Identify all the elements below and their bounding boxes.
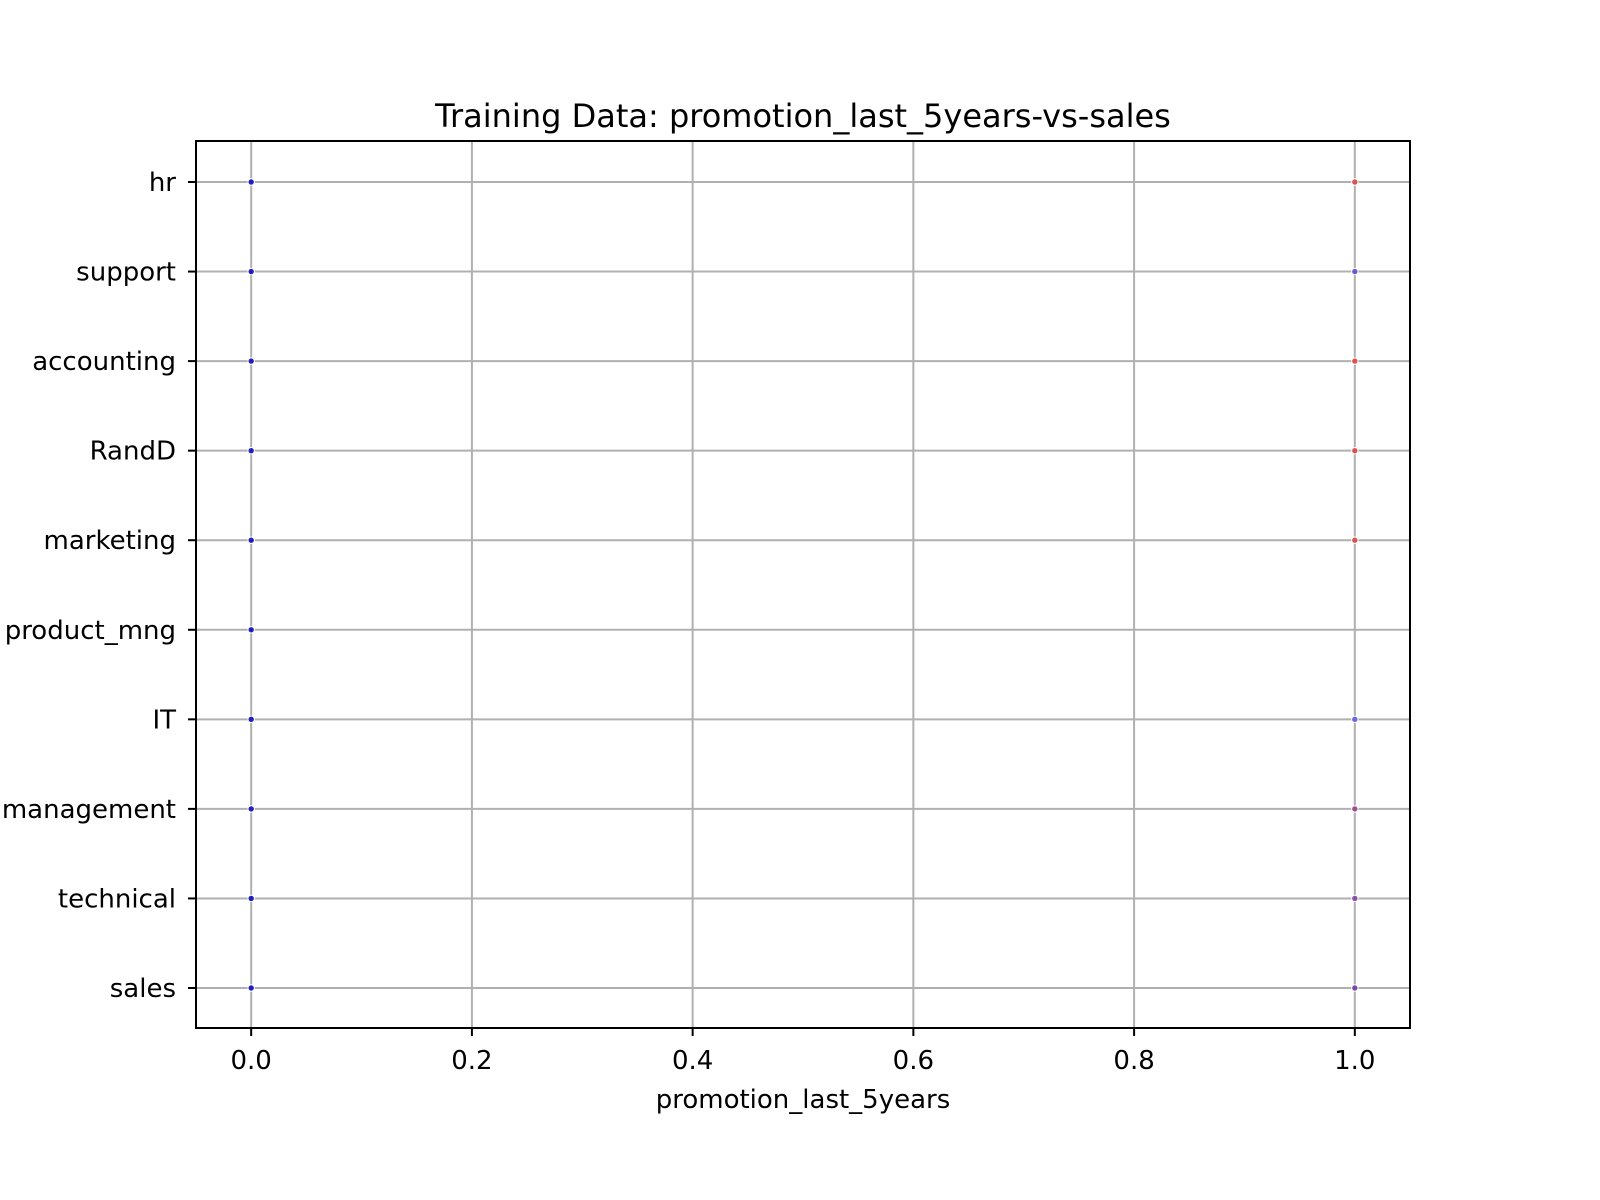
data-point [247,267,255,276]
data-point [1351,894,1359,903]
data-point [1351,267,1359,276]
chart-title: Training Data: promotion_last_5years-vs-… [434,97,1171,135]
x-tick-label: 1.0 [1334,1046,1375,1076]
data-point [247,805,255,813]
data-point [1351,536,1359,544]
grid [196,141,1410,1028]
data-point [247,894,255,903]
data-point [247,357,255,365]
y-tick-label: marketing [44,526,176,556]
y-tick-label: product_mng [5,616,176,646]
data-point [1351,178,1359,186]
y-tick-label: support [76,258,176,288]
x-axis-label: promotion_last_5years [656,1085,951,1115]
y-tick-label: sales [110,974,176,1004]
data-point [1351,715,1359,724]
x-tick-label: 0.0 [231,1046,272,1076]
data-point [247,446,255,455]
data-point [247,178,255,186]
data-point [247,626,255,634]
data-point [1351,805,1359,813]
data-point [1351,357,1359,365]
data-point [247,984,255,992]
y-tick-label: accounting [32,347,176,377]
data-points [247,178,1359,992]
data-point [247,536,255,544]
x-tick-label: 0.8 [1113,1046,1154,1076]
x-tick-label: 0.4 [672,1046,713,1076]
plot-frame [195,140,1411,1029]
data-point [247,715,255,724]
data-point [1351,446,1359,455]
x-tick-label: 0.6 [893,1046,934,1076]
y-tick-label: hr [149,168,176,198]
data-point [1351,984,1359,992]
x-tick-label: 0.2 [451,1046,492,1076]
y-tick-label: RandD [90,437,176,467]
y-tick-label: management [2,795,176,825]
y-tick-label: IT [152,705,176,735]
y-tick-label: technical [58,884,176,914]
axis-ticks: 0.0 0.2 0.4 0.6 0.8 1.0 sales technical manageme… [2,168,1376,1076]
